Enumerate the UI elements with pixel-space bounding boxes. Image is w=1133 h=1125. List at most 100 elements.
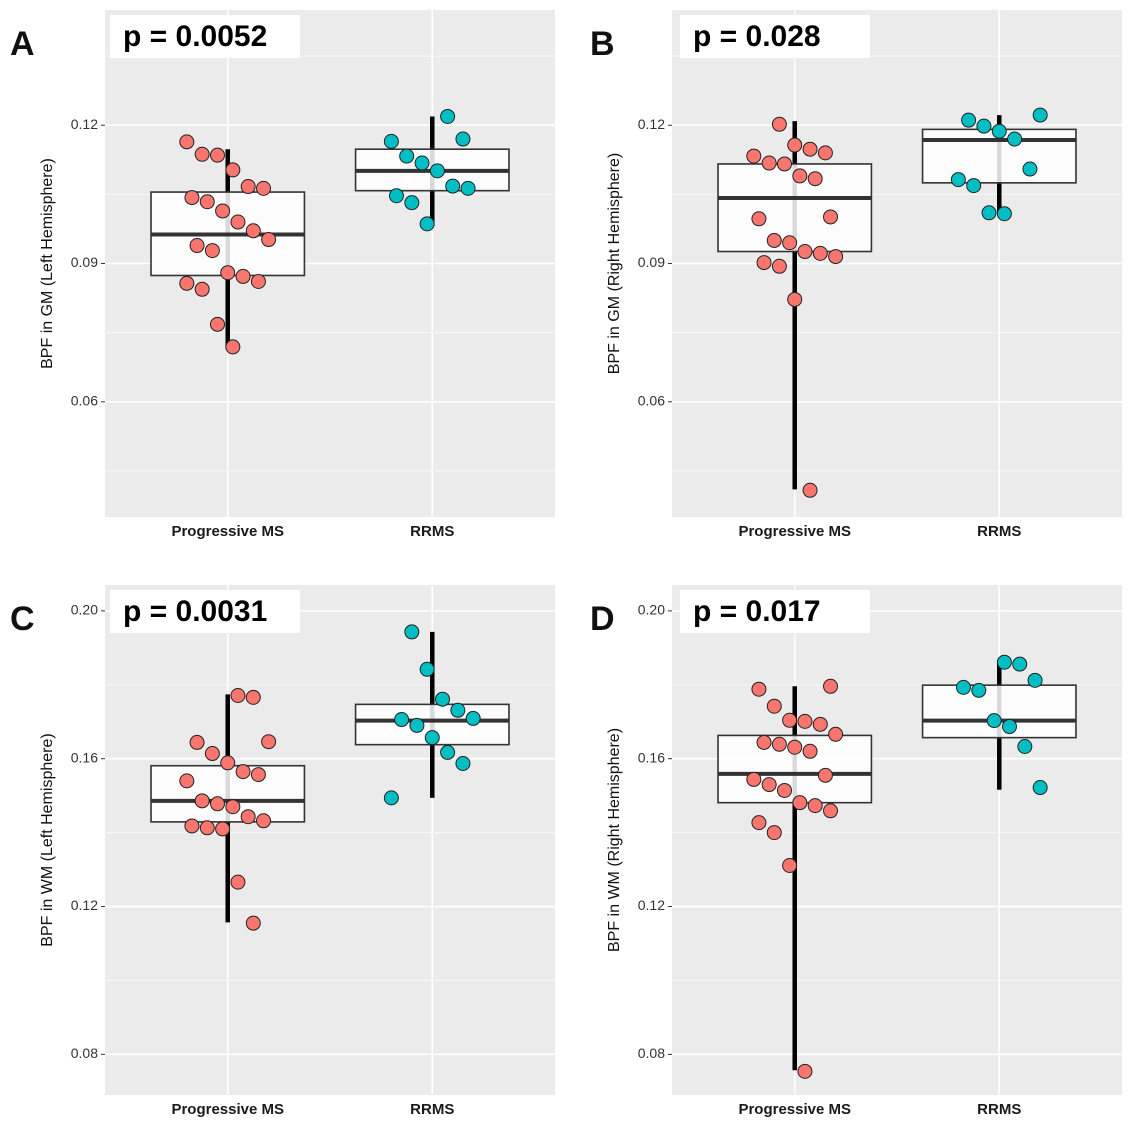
- data-point: [189, 238, 205, 254]
- data-point: [399, 148, 415, 164]
- data-point: [404, 195, 420, 211]
- data-point: [250, 273, 266, 289]
- data-point: [1022, 161, 1038, 177]
- y-tick-label: 0.12: [71, 897, 98, 913]
- data-point: [1012, 656, 1028, 672]
- data-point: [230, 214, 246, 230]
- data-point: [981, 205, 997, 221]
- data-point: [771, 258, 787, 274]
- data-point: [792, 168, 808, 184]
- y-axis-label: BPF in GM (Right Hemisphere): [606, 153, 623, 374]
- data-point: [761, 777, 777, 793]
- y-tick-label: 0.16: [71, 749, 98, 765]
- data-point: [245, 223, 261, 239]
- data-point: [817, 145, 833, 161]
- data-point: [179, 773, 195, 789]
- panel-label: C: [10, 600, 35, 638]
- data-point: [1032, 107, 1048, 123]
- data-point: [256, 813, 272, 829]
- y-tick-label: 0.09: [638, 254, 665, 270]
- data-point: [204, 243, 220, 259]
- data-point: [746, 148, 762, 164]
- panel: 0.06 0.09 0.12 Progressive MS RRMS BPF in GM …: [10, 10, 555, 540]
- y-axis-label: BPF in GM (Left Hemisphere): [39, 158, 56, 369]
- data-point: [1032, 780, 1048, 796]
- data-point: [823, 678, 839, 694]
- data-point: [261, 734, 277, 750]
- data-point: [450, 702, 466, 718]
- data-point: [250, 767, 266, 783]
- data-point: [802, 141, 818, 157]
- data-point: [440, 744, 456, 760]
- y-tick-label: 0.08: [71, 1045, 98, 1061]
- data-point: [787, 137, 803, 153]
- plot-background: [672, 585, 1122, 1095]
- data-point: [766, 698, 782, 714]
- data-point: [812, 716, 828, 732]
- x-tick-label: Progressive MS: [738, 1101, 851, 1118]
- x-tick-label: RRMS: [410, 1101, 454, 1118]
- data-point: [751, 815, 767, 831]
- data-point: [751, 681, 767, 697]
- data-point: [383, 133, 399, 149]
- x-tick-label: Progressive MS: [738, 523, 851, 540]
- data-point: [235, 764, 251, 780]
- data-point: [189, 734, 205, 750]
- data-point: [210, 316, 225, 332]
- y-tick-label: 0.06: [638, 392, 665, 408]
- data-point: [240, 179, 256, 195]
- data-point: [756, 255, 772, 271]
- data-point: [409, 717, 425, 733]
- data-point: [419, 216, 435, 232]
- data-point: [230, 874, 246, 890]
- panel: 0.08 0.12 0.16 0.20 Progressive MS RRMS BPF in…: [10, 585, 555, 1118]
- data-point: [771, 116, 787, 132]
- annotation: p = 0.0052: [123, 20, 267, 53]
- data-point: [787, 291, 803, 307]
- x-tick-label: RRMS: [410, 523, 454, 540]
- data-point: [966, 178, 982, 194]
- data-point: [429, 163, 445, 179]
- data-point: [812, 245, 828, 261]
- data-point: [991, 123, 1007, 139]
- y-tick-label: 0.12: [71, 116, 98, 132]
- data-point: [797, 244, 813, 260]
- data-point: [445, 178, 461, 194]
- data-point: [184, 190, 200, 206]
- data-point: [823, 803, 839, 819]
- data-point: [955, 679, 971, 695]
- y-tick-label: 0.12: [638, 897, 665, 913]
- data-point: [230, 688, 246, 703]
- data-point: [950, 172, 966, 188]
- data-point: [240, 809, 256, 825]
- data-point: [1002, 719, 1017, 735]
- data-point: [419, 661, 435, 677]
- x-tick-label: Progressive MS: [171, 1101, 284, 1118]
- data-point: [828, 249, 844, 265]
- annotation-background: [110, 590, 300, 633]
- data-point: [455, 756, 471, 771]
- data-point: [986, 713, 1002, 729]
- data-point: [440, 108, 456, 124]
- data-point: [792, 795, 808, 811]
- data-point: [179, 275, 195, 291]
- data-point: [761, 155, 777, 171]
- data-point: [961, 112, 977, 128]
- data-point: [194, 146, 210, 162]
- data-point: [1027, 672, 1043, 688]
- y-tick-label: 0.20: [71, 602, 98, 618]
- data-point: [751, 211, 767, 227]
- data-point: [771, 736, 787, 752]
- data-point: [797, 713, 813, 729]
- data-point: [756, 734, 772, 750]
- panel-label: D: [590, 600, 615, 638]
- annotation: p = 0.017: [693, 595, 821, 628]
- x-tick-label: Progressive MS: [171, 523, 284, 540]
- data-point: [971, 682, 987, 698]
- data-point: [220, 755, 236, 771]
- data-point: [787, 739, 803, 755]
- data-point: [225, 162, 241, 178]
- y-tick-label: 0.08: [638, 1045, 665, 1061]
- box: [150, 764, 306, 823]
